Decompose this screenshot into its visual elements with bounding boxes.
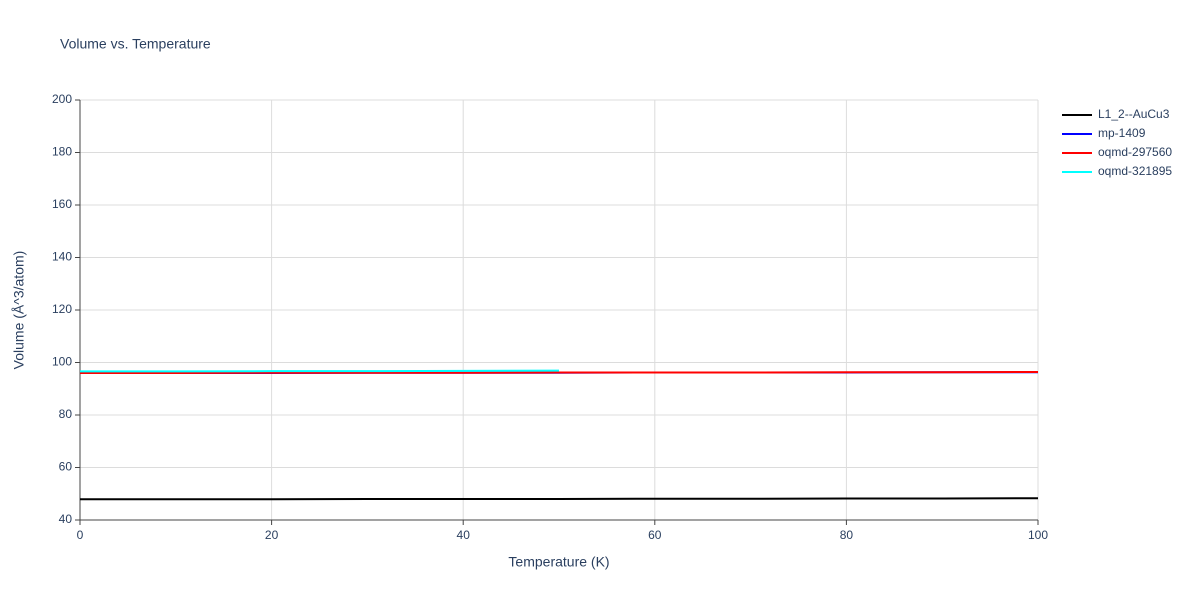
legend-label: mp-1409 bbox=[1098, 126, 1146, 140]
series-line bbox=[80, 369, 560, 373]
chart-title: Volume vs. Temperature bbox=[60, 36, 211, 52]
y-tick-label: 60 bbox=[59, 460, 73, 474]
y-tick-label: 120 bbox=[52, 302, 72, 316]
x-tick-label: 60 bbox=[648, 528, 662, 542]
x-tick-label: 20 bbox=[265, 528, 279, 542]
legend-label: oqmd-321895 bbox=[1098, 164, 1172, 178]
x-tick-label: 80 bbox=[840, 528, 854, 542]
y-tick-label: 100 bbox=[52, 355, 72, 369]
series-line bbox=[80, 497, 1039, 501]
y-tick-label: 160 bbox=[52, 197, 72, 211]
legend-label: L1_2--AuCu3 bbox=[1098, 107, 1170, 121]
legend-label: oqmd-297560 bbox=[1098, 145, 1172, 159]
y-tick-label: 140 bbox=[52, 250, 72, 264]
y-tick-label: 180 bbox=[52, 145, 72, 159]
y-tick-label: 200 bbox=[52, 92, 72, 106]
y-axis-title: Volume (Å^3/atom) bbox=[11, 251, 27, 370]
y-tick-label: 80 bbox=[59, 407, 73, 421]
x-tick-label: 100 bbox=[1028, 528, 1048, 542]
x-axis-title: Temperature (K) bbox=[508, 554, 609, 570]
x-tick-label: 40 bbox=[457, 528, 471, 542]
y-tick-label: 40 bbox=[59, 512, 73, 526]
series-line bbox=[80, 370, 1039, 374]
x-tick-label: 0 bbox=[77, 528, 84, 542]
